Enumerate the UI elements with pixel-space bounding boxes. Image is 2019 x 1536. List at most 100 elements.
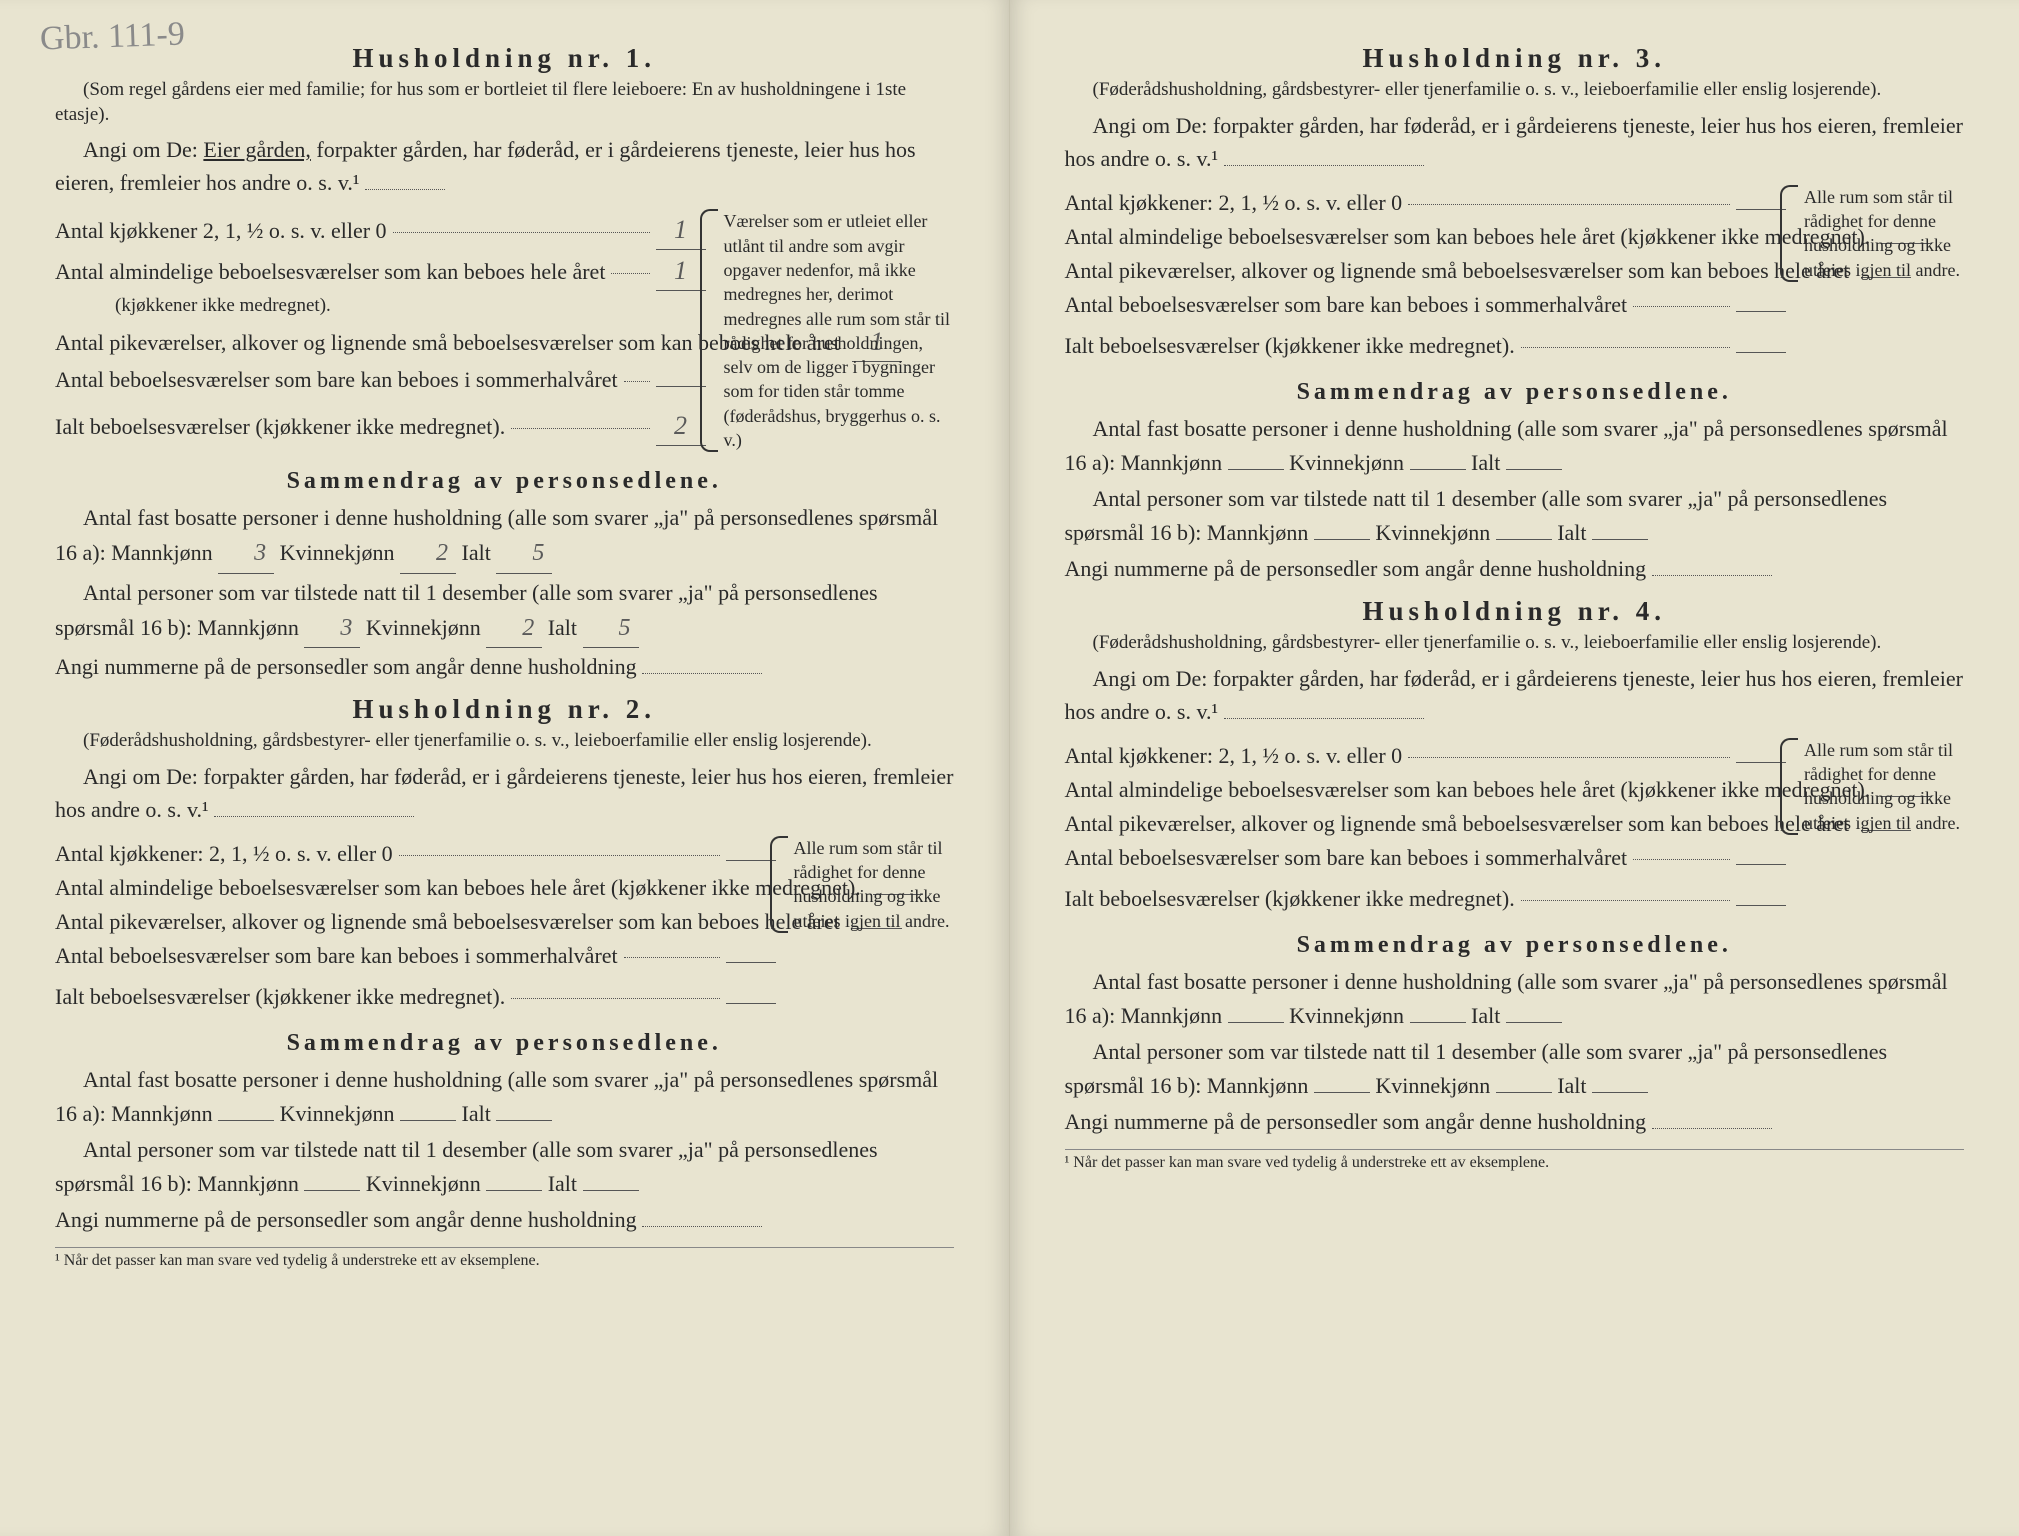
hh4-sum-b-k (1496, 1092, 1552, 1093)
hh4-nummerne-blank (1652, 1128, 1772, 1129)
hh2-angi-blank (214, 816, 414, 817)
hh2-q-ialt: Ialt beboelsesværelser (kjøkkener ikke m… (55, 980, 505, 1013)
hh3-q-alm: Antal almindelige beboelsesværelser som … (1065, 220, 1871, 253)
hh1-sum-b-k: 2 (486, 610, 542, 648)
household-3: Husholdning nr. 3. (Føderådshusholdning,… (1065, 43, 1965, 586)
hh1-sum-b-m: 3 (304, 610, 360, 648)
hh3-nummerne-blank (1652, 575, 1772, 576)
household-4: Husholdning nr. 4. (Føderådshusholdning,… (1065, 596, 1965, 1139)
hh3-val-sommer (1736, 311, 1786, 312)
hh4-val-ialt (1736, 905, 1786, 906)
hh2-sum-a-i (496, 1120, 552, 1121)
hh3-sum-b-k (1496, 539, 1552, 540)
hh4-sum-b-kv: Kvinnekjønn (1375, 1073, 1490, 1098)
hh1-alm-paren: (kjøkkener ikke medregnet). (55, 292, 706, 321)
household-2: Husholdning nr. 2. (Føderådshusholdning,… (55, 694, 954, 1237)
hh2-sum-a-ialt: Ialt (462, 1101, 491, 1126)
hh4-sum-a-i (1506, 1022, 1562, 1023)
hh2-sum-a-m (218, 1120, 274, 1121)
hh2-nummerne: Angi nummerne på de personsedler som ang… (55, 1203, 954, 1237)
hh2-sum-b-kv: Kvinnekjønn (366, 1171, 481, 1196)
hh1-q-alm: Antal almindelige beboelsesværelser som … (55, 255, 605, 288)
hh3-val-ialt (1736, 352, 1786, 353)
hh3-sum-a-i (1506, 469, 1562, 470)
hh4-angi-blank (1224, 718, 1424, 719)
hh4-q-kjokken: Antal kjøkkener: 2, 1, ½ o. s. v. eller … (1065, 739, 1403, 772)
hh1-sum-b-ialt: Ialt (548, 615, 577, 640)
hh1-sum-a-ialt: Ialt (462, 540, 491, 565)
hh1-val-kjokken: 1 (656, 210, 706, 250)
pencil-note: Gbr. 111-9 (39, 15, 185, 58)
hh4-sum-a-kv: Kvinnekjønn (1289, 1003, 1404, 1028)
hh2-q-pike: Antal pikeværelser, alkover og lignende … (55, 905, 840, 938)
hh1-sum-a-k: 2 (400, 535, 456, 573)
hh4-title: Husholdning nr. 4. (1065, 596, 1965, 627)
hh3-sum-b-ialt: Ialt (1557, 520, 1586, 545)
hh1-questions: Antal kjøkkener 2, 1, ½ o. s. v. eller 0… (55, 209, 706, 447)
hh1-sum-a-i: 5 (496, 535, 552, 573)
hh4-sum-b-ialt: Ialt (1557, 1073, 1586, 1098)
hh1-nummerne-blank (642, 673, 762, 674)
household-1: Husholdning nr. 1. (Som regel gårdens ei… (55, 43, 954, 684)
hh2-summary-title: Sammendrag av personsedlene. (55, 1030, 954, 1057)
hh4-q-sommer: Antal beboelsesværelser som bare kan beb… (1065, 841, 1628, 874)
hh3-sum-b: Antal personer som var tilstede natt til… (1065, 482, 1965, 550)
hh2-val-kjokken (726, 860, 776, 861)
hh1-summary-title: Sammendrag av personsedlene. (55, 468, 954, 495)
hh4-nummerne-label: Angi nummerne på de personsedler som ang… (1065, 1109, 1647, 1134)
hh1-val-ialt: 2 (656, 406, 706, 446)
hh3-angi: Angi om De: forpakter gården, har føderå… (1065, 109, 1965, 175)
hh1-angi: Angi om De: Eier gården, forpakter gårde… (55, 133, 954, 199)
hh4-nummerne: Angi nummerne på de personsedler som ang… (1065, 1105, 1965, 1139)
hh4-summary-title: Sammendrag av personsedlene. (1065, 932, 1965, 959)
hh2-right-note: Alle rum som står til rådighet for denne… (776, 836, 954, 933)
hh1-angi-prefix: Angi om De: (83, 137, 203, 162)
hh1-right-note: Værelser som er utleiet eller utlånt til… (706, 209, 954, 452)
hh3-sum-a-label: Antal fast bosatte personer i denne hush… (1065, 416, 1948, 475)
hh3-q-ialt: Ialt beboelsesværelser (kjøkkener ikke m… (1065, 329, 1515, 362)
hh1-angi-underlined: Eier gården, (203, 137, 311, 162)
hh3-angi-text: Angi om De: forpakter gården, har føderå… (1065, 113, 1963, 171)
hh3-sum-a-k (1410, 469, 1466, 470)
hh3-summary-title: Sammendrag av personsedlene. (1065, 379, 1965, 406)
hh2-q-alm: Antal almindelige beboelsesværelser som … (55, 871, 861, 904)
hh2-sum-b-k (486, 1190, 542, 1191)
hh3-nummerne-label: Angi nummerne på de personsedler som ang… (1065, 556, 1647, 581)
hh4-sum-b-i (1592, 1092, 1648, 1093)
brace-icon (1780, 185, 1798, 282)
hh1-subtitle: (Som regel gårdens eier med familie; for… (55, 78, 954, 127)
hh2-questions: Antal kjøkkener: 2, 1, ½ o. s. v. eller … (55, 836, 776, 1014)
hh4-angi-text: Angi om De: forpakter gården, har føderå… (1065, 666, 1963, 724)
hh2-sum-b: Antal personer som var tilstede natt til… (55, 1133, 954, 1201)
hh3-q-pike: Antal pikeværelser, alkover og lignende … (1065, 254, 1850, 287)
hh2-sum-b-ialt: Ialt (548, 1171, 577, 1196)
hh2-sum-b-i (583, 1190, 639, 1191)
brace-icon (700, 209, 718, 452)
right-footnote: ¹ Når det passer kan man svare ved tydel… (1065, 1149, 1965, 1172)
hh2-val-ialt (726, 1003, 776, 1004)
hh1-sum-a-m: 3 (218, 535, 274, 573)
hh2-nummerne-label: Angi nummerne på de personsedler som ang… (55, 1207, 637, 1232)
hh3-right-note: Alle rum som står til rådighet for denne… (1786, 185, 1964, 282)
hh4-sum-b: Antal personer som var tilstede natt til… (1065, 1035, 1965, 1103)
hh4-sum-a-k (1410, 1022, 1466, 1023)
hh2-sum-b-m (304, 1190, 360, 1191)
hh4-subtitle: (Føderådshusholdning, gårdsbestyrer- ell… (1065, 631, 1965, 656)
hh2-val-sommer (726, 962, 776, 963)
hh4-sum-a: Antal fast bosatte personer i denne hush… (1065, 965, 1965, 1033)
hh4-q-ialt: Ialt beboelsesværelser (kjøkkener ikke m… (1065, 882, 1515, 915)
hh4-sum-a-label: Antal fast bosatte personer i denne hush… (1065, 969, 1948, 1028)
hh2-angi-text: Angi om De: forpakter gården, har føderå… (55, 764, 953, 822)
hh3-subtitle: (Føderådshusholdning, gårdsbestyrer- ell… (1065, 78, 1965, 103)
hh4-questions: Antal kjøkkener: 2, 1, ½ o. s. v. eller … (1065, 738, 1787, 916)
hh2-subtitle: (Føderådshusholdning, gårdsbestyrer- ell… (55, 729, 954, 754)
hh3-sum-a-m (1228, 469, 1284, 470)
hh1-sum-b-kv: Kvinnekjønn (366, 615, 481, 640)
hh2-q-sommer: Antal beboelsesværelser som bare kan beb… (55, 939, 618, 972)
hh3-sum-a-ialt: Ialt (1471, 450, 1500, 475)
hh1-sum-b: Antal personer som var tilstede natt til… (55, 576, 954, 648)
hh2-sum-a-kv: Kvinnekjønn (280, 1101, 395, 1126)
hh2-q-kjokken: Antal kjøkkener: 2, 1, ½ o. s. v. eller … (55, 837, 393, 870)
right-page: Husholdning nr. 3. (Føderådshusholdning,… (1010, 0, 2019, 1536)
hh1-nummerne: Angi nummerne på de personsedler som ang… (55, 650, 954, 684)
